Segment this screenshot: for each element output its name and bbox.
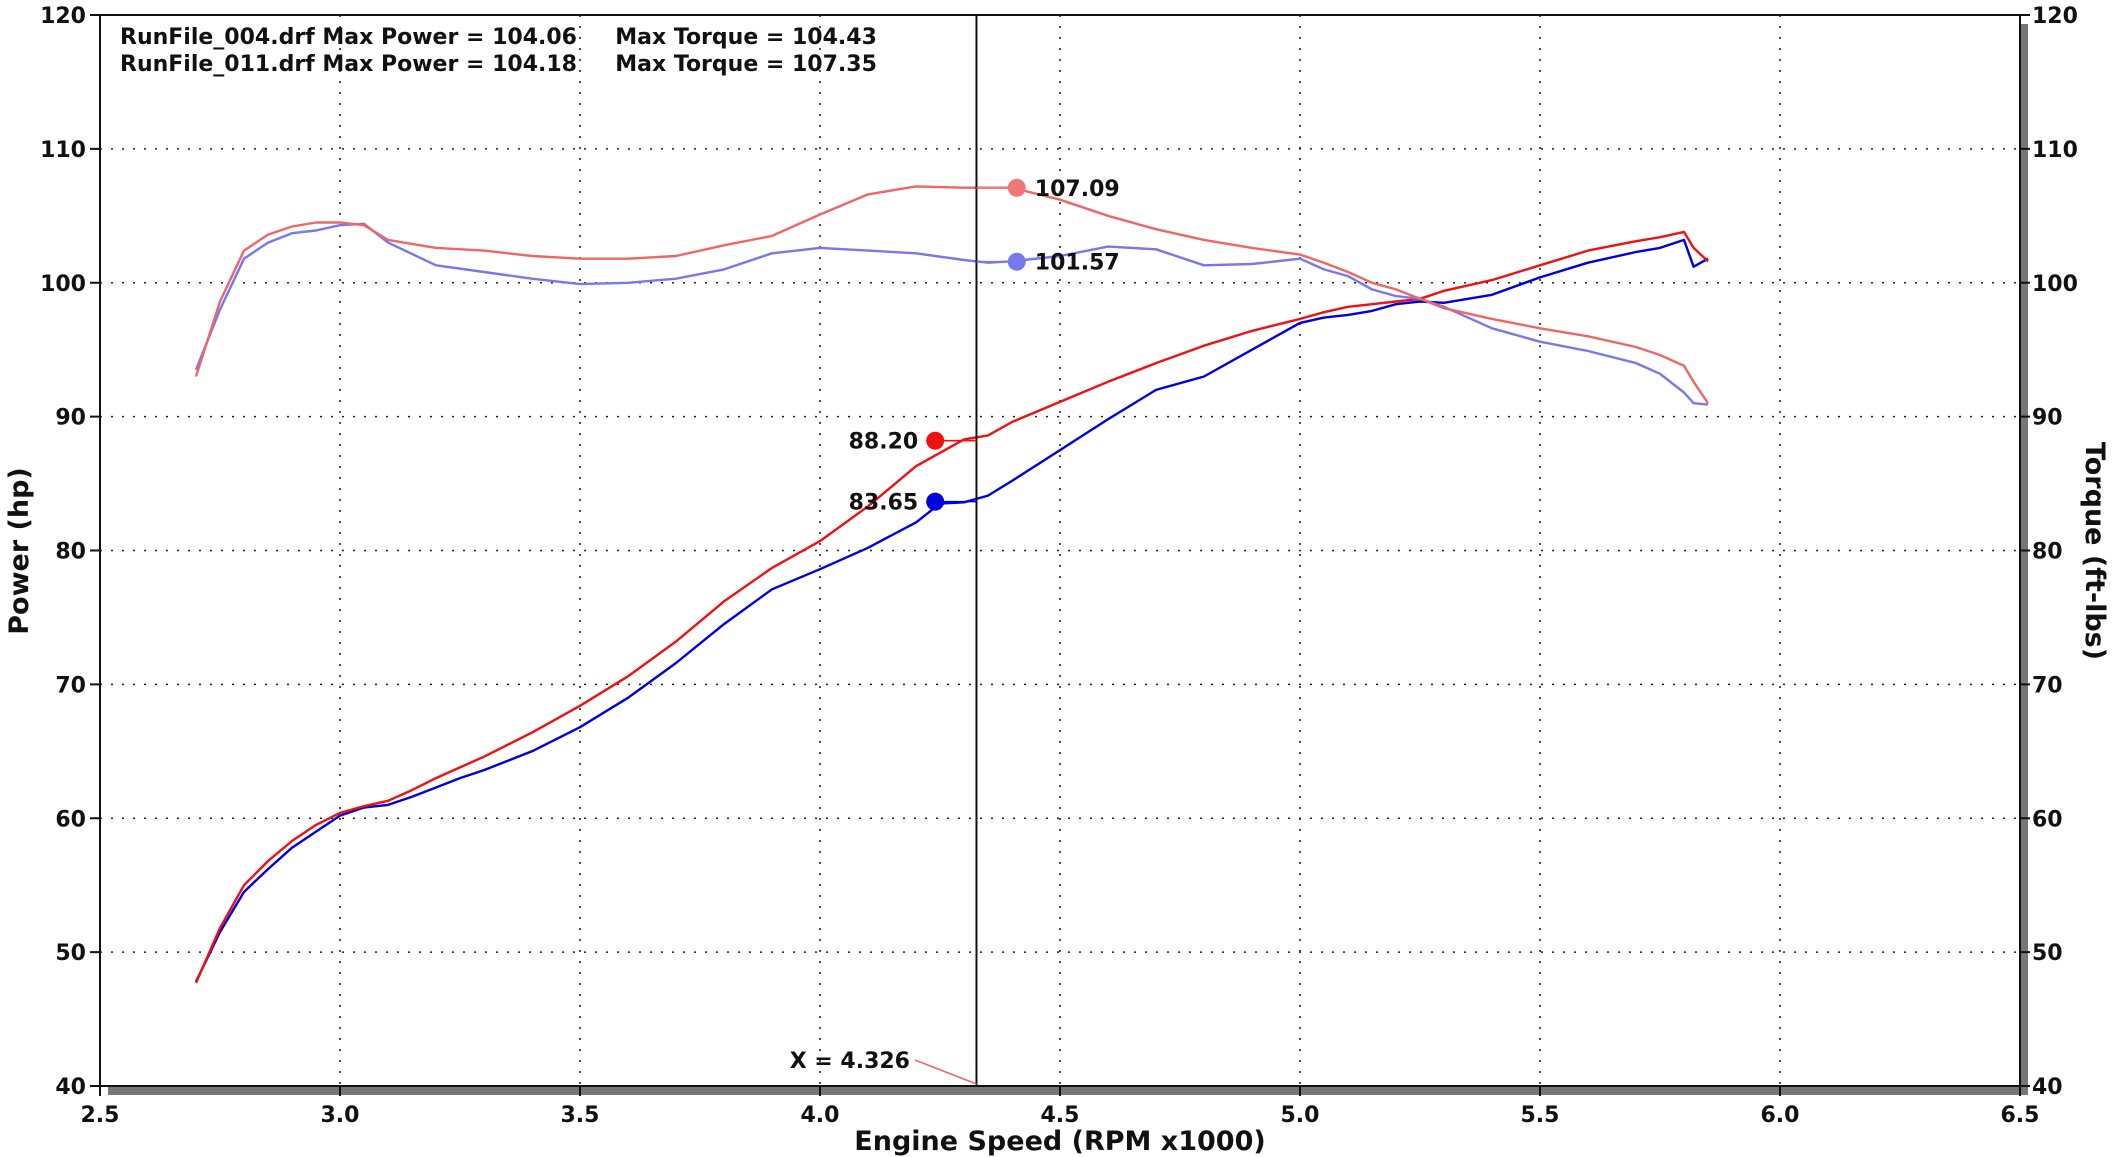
value-marker-dot — [1007, 178, 1026, 197]
y-right-tick-label: 60 — [2032, 807, 2063, 832]
x-tick-label: 6.0 — [1761, 1103, 1800, 1128]
y-right-tick-label: 40 — [2032, 1075, 2063, 1100]
x-axis-ticks: 2.5 3.0 3.5 4.0 4.5 5.0 5.5 6.0 6.5 — [81, 1086, 2040, 1128]
legend-line-2: RunFile_011.drf Max Power = 104.18 Max T… — [120, 52, 877, 77]
x-tick-label: 5.0 — [1281, 1103, 1320, 1128]
torque-curve-3 — [194, 222, 1709, 406]
cursor-readout: X = 4.326 — [790, 1049, 910, 1074]
x-axis-title: Engine Speed (RPM x1000) — [854, 1126, 1265, 1157]
value-markers: 88.20 83.65 107.09 101.57 — [849, 177, 1120, 516]
y-left-tick-label: 120 — [40, 4, 86, 29]
y-right-tick-label: 70 — [2032, 673, 2063, 698]
y-left-tick-label: 50 — [55, 941, 86, 966]
x-tick-label: 2.5 — [81, 1103, 120, 1128]
y-left-tick-label: 80 — [55, 540, 86, 565]
value-marker-dot — [926, 492, 945, 511]
y-right-tick-label: 80 — [2032, 540, 2063, 565]
cursor-leader — [914, 1059, 977, 1085]
y-axis-right-ticks: 40 50 60 70 80 90 100 110 120 — [2020, 4, 2078, 1100]
x-tick-label: 3.0 — [321, 1103, 360, 1128]
y-right-tick-label: 100 — [2032, 272, 2078, 297]
y-right-tick-label: 90 — [2032, 406, 2063, 431]
value-marker-label: 83.65 — [849, 491, 919, 516]
y-right-tick-label: 120 — [2032, 4, 2078, 29]
value-marker-label: 107.09 — [1035, 177, 1120, 202]
x-tick-label: 4.5 — [1041, 1103, 1080, 1128]
value-marker-dot — [926, 431, 945, 450]
power-curve-2 — [194, 230, 1709, 984]
y-left-tick-label: 100 — [40, 272, 86, 297]
cursor-line-group[interactable]: X = 4.326 — [790, 15, 978, 1086]
x-tick-label: 6.5 — [2001, 1103, 2040, 1128]
value-marker-label: 88.20 — [849, 430, 919, 455]
y-left-tick-label: 60 — [55, 807, 86, 832]
grid-lines — [100, 15, 2020, 1086]
value-marker-dot — [1007, 252, 1026, 271]
y-axis-left-title: Power (hp) — [4, 467, 35, 635]
y-right-tick-label: 50 — [2032, 941, 2063, 966]
x-tick-label: 3.5 — [561, 1103, 600, 1128]
power-curve-1 — [194, 238, 1709, 983]
x-tick-label: 5.5 — [1521, 1103, 1560, 1128]
y-right-tick-label: 110 — [2032, 138, 2078, 163]
legend-line-1: RunFile_004.drf Max Power = 104.06 Max T… — [120, 25, 877, 50]
x-tick-label: 4.0 — [801, 1103, 840, 1128]
y-axis-right-title: Torque (ft-lbs) — [2079, 442, 2110, 660]
y-left-tick-label: 40 — [55, 1075, 86, 1100]
value-marker-label: 101.57 — [1035, 251, 1120, 276]
y-left-tick-label: 110 — [40, 138, 86, 163]
y-left-tick-label: 70 — [55, 673, 86, 698]
y-left-tick-label: 90 — [55, 406, 86, 431]
y-axis-left-ticks: 40 50 60 70 80 90 100 110 120 — [40, 4, 100, 1100]
